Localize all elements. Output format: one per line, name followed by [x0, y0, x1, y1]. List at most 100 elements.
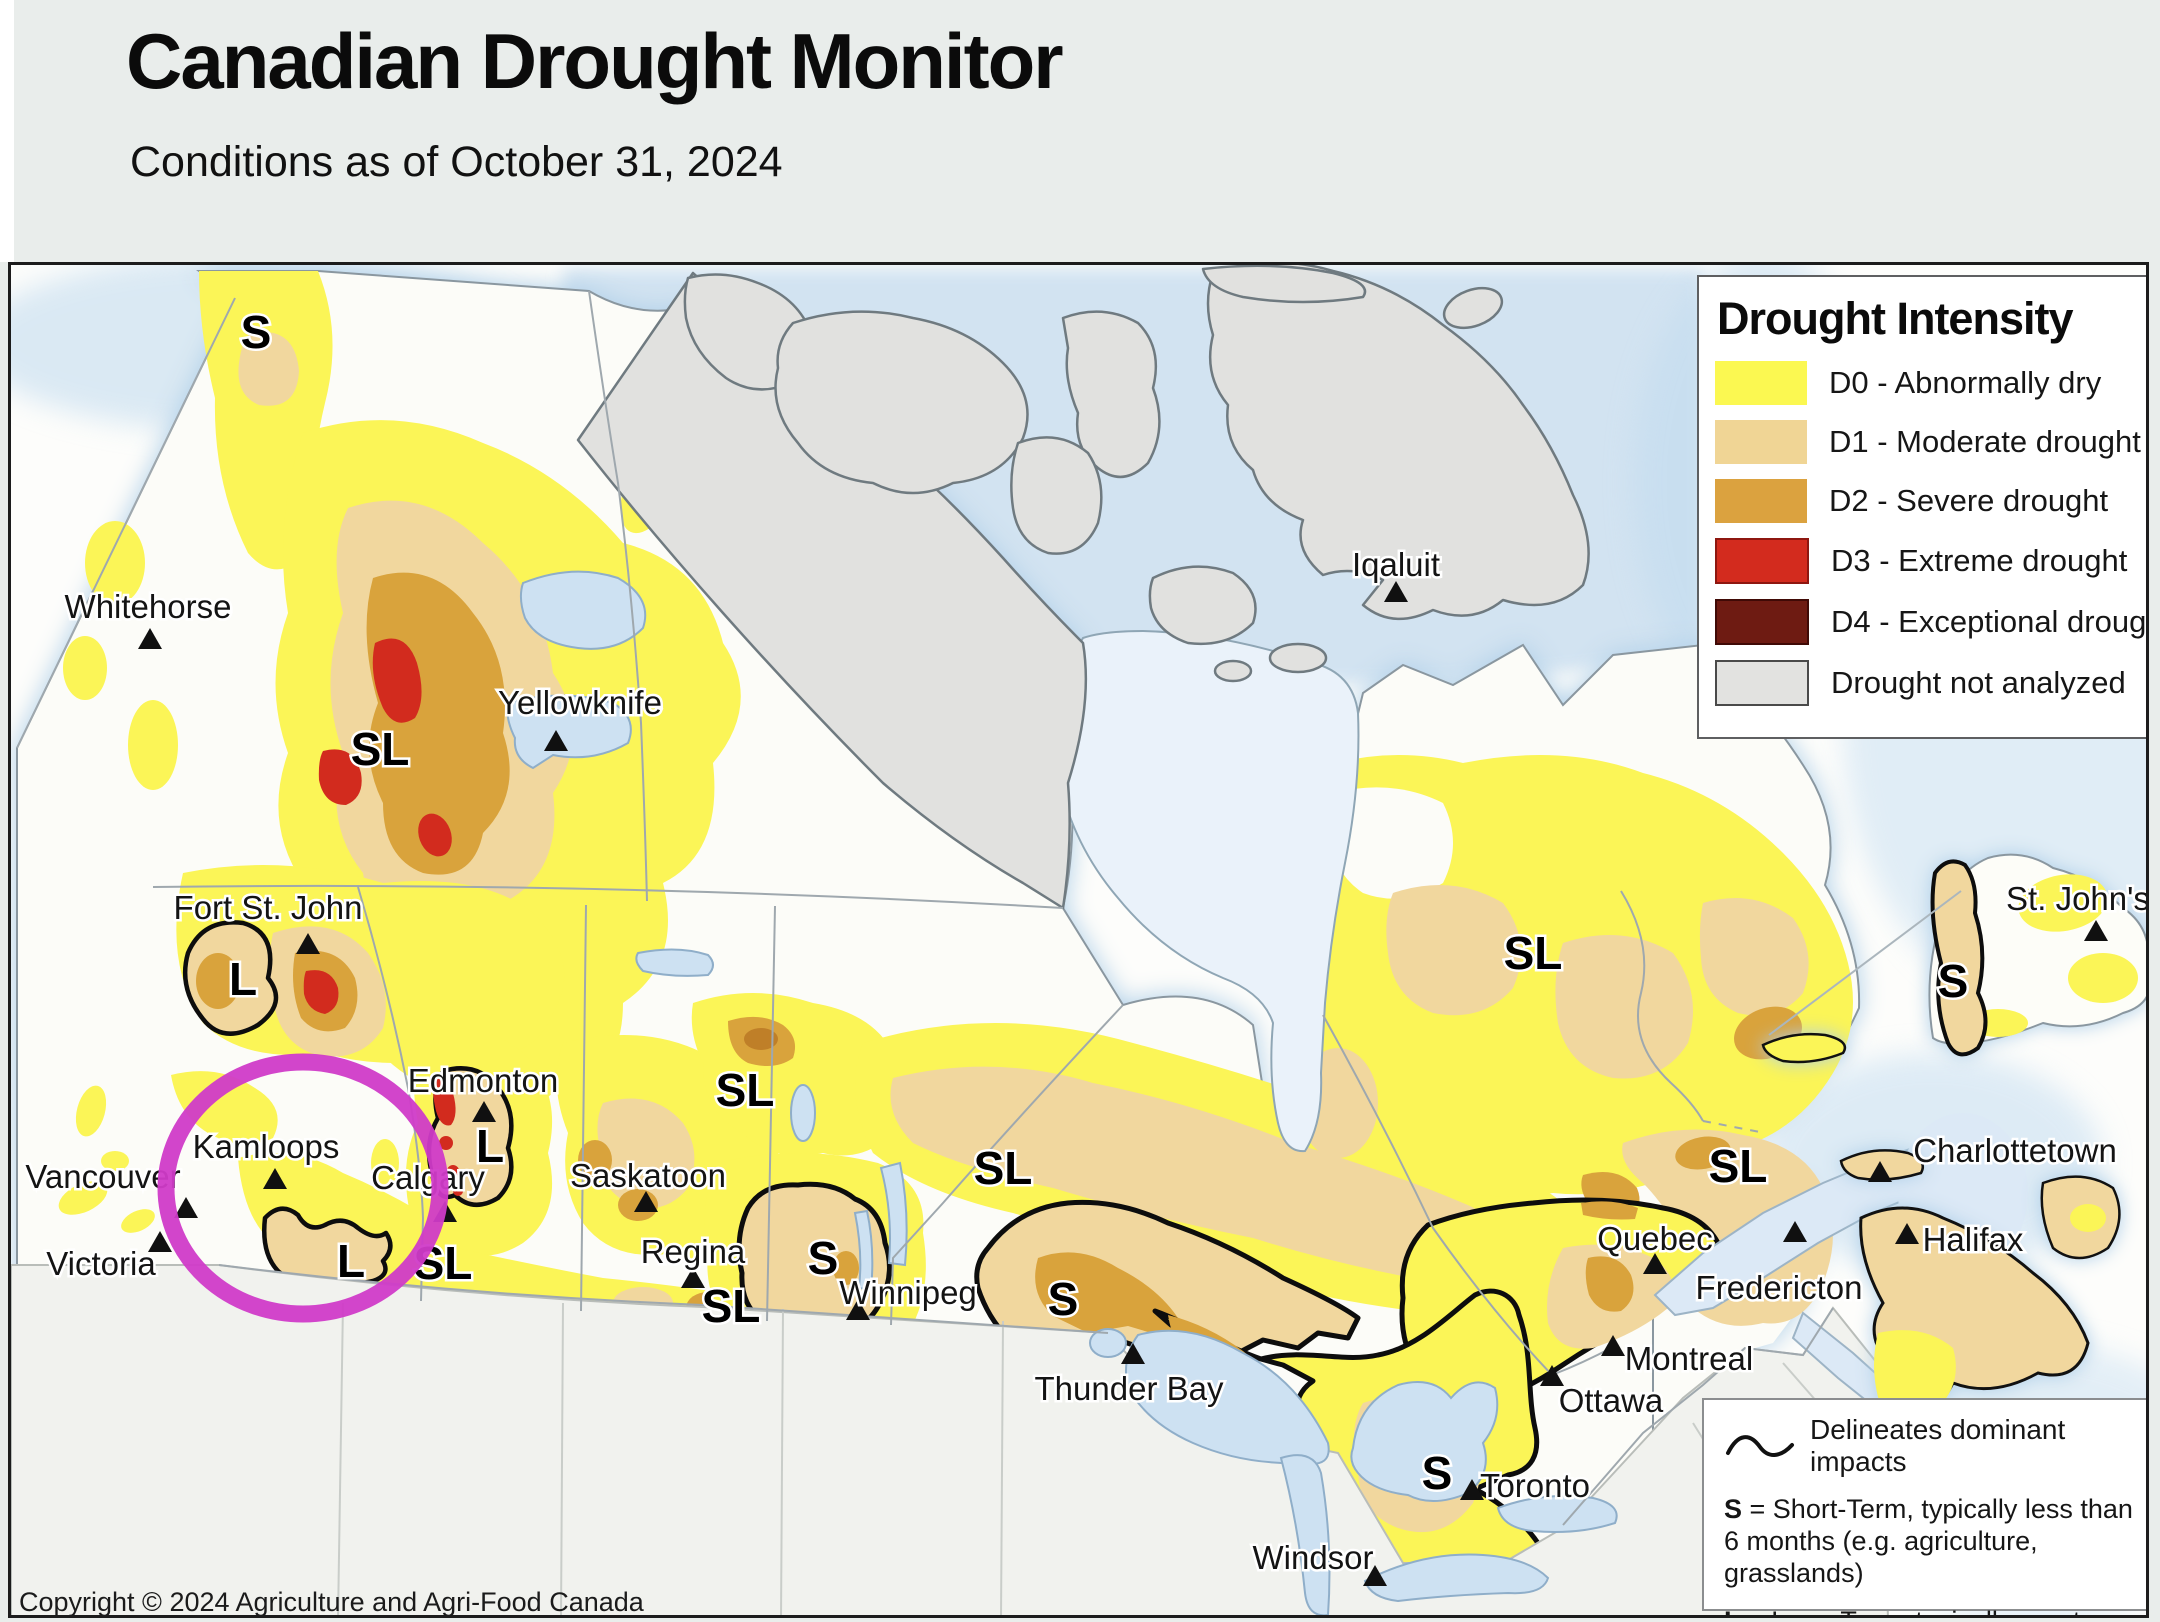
- impact-marker-thunder-bay: S: [1048, 1273, 1079, 1325]
- sixtieth-parallel: [152, 884, 1064, 909]
- region-gaspe-d1: [1622, 1129, 1833, 1326]
- region-sbc-d0-c: [371, 1139, 399, 1187]
- southampton-island: [1148, 565, 1257, 645]
- lake-michigan: [1279, 1454, 1331, 1615]
- ne-us-border: [1562, 1307, 1834, 1526]
- region-nwt-d3-c: [418, 813, 452, 857]
- small-island-b: [1213, 659, 1253, 683]
- legend-item-d3: D3 - Extreme drought: [1715, 538, 2146, 584]
- anticosti-island: [1761, 1032, 1847, 1064]
- water-bodies: [506, 570, 2028, 1615]
- legend-label-d1: D1 - Moderate drought: [1829, 424, 2141, 459]
- copyright-text: Copyright © 2024 Agriculture and Agri-Fo…: [19, 1587, 644, 1617]
- yukon-nwt-border: [588, 290, 648, 902]
- region-vani-d0-a: [58, 1181, 108, 1215]
- gulf-boundary-line: [1768, 890, 1962, 1036]
- great-bear-lake: [519, 570, 647, 650]
- saskatoon-marker: [634, 1191, 658, 1212]
- lake-of-the-woods: [1089, 1328, 1127, 1358]
- city-label-windsor: Windsor: [1252, 1539, 1373, 1576]
- impact-marker-gaspe: SL: [1709, 1140, 1768, 1192]
- region-edm-d3-dot3: [453, 1186, 463, 1196]
- melville-peninsula: [1010, 436, 1103, 555]
- city-label-vancouver: Vancouver: [25, 1158, 180, 1195]
- page-title: Canadian Drought Monitor: [126, 17, 1064, 105]
- city-label-iqaluit: Iqaluit: [1352, 546, 1440, 583]
- fort-st-john-marker: [296, 933, 320, 954]
- halifax-marker: [1895, 1223, 1919, 1244]
- city-labels: Whitehorse Yellowknife Fort St. John Kam…: [23, 544, 2146, 1579]
- montreal-marker: [1601, 1335, 1625, 1356]
- legend-label-d0: D0 - Abnormally dry: [1829, 365, 2102, 400]
- nl-d0-a: [2018, 874, 2108, 932]
- short-term-definition: S = Short-Term, typically less than 6 mon…: [1724, 1494, 2139, 1590]
- city-label-calgary: Calgary: [371, 1159, 485, 1196]
- regina-marker: [681, 1267, 705, 1288]
- impact-marker-labels: S SL L L L SL SL SL S SL S S SL SL S: [226, 304, 1970, 1502]
- lake-huron: [1350, 1381, 1499, 1503]
- short-term-line2: 6 months (e.g. agriculture, grasslands): [1724, 1525, 2038, 1588]
- squiggle-icon: [1726, 1435, 1794, 1457]
- legend-label-d2: D2 - Severe drought: [1829, 483, 2109, 518]
- vancouver-marker: [174, 1197, 198, 1218]
- lake-winnipeg: [879, 1161, 908, 1267]
- region-stl-d2-b: [1581, 1201, 1638, 1220]
- whitehorse-marker: [138, 628, 162, 649]
- impact-marker-manitoba: S: [808, 1232, 839, 1284]
- city-label-kamloops: Kamloops: [193, 1128, 340, 1165]
- legend-item-d4: D4 - Exceptional drought: [1715, 599, 2149, 645]
- not-analyzed-region: [576, 265, 1590, 910]
- us-state-lines: [337, 1302, 1854, 1615]
- lake-erie: [1363, 1553, 1550, 1603]
- impact-marker-edmonton: L: [476, 1120, 504, 1172]
- st-johns-marker: [2084, 920, 2108, 941]
- impact-marker-quebec: SL: [1504, 927, 1563, 979]
- political-borders: [16, 290, 1962, 1526]
- region-tb-d2: [1035, 1252, 1178, 1338]
- region-cbc-d2: [196, 953, 240, 1009]
- victoria-island: [774, 310, 1029, 495]
- region-nesask-d2-core: [744, 1028, 778, 1050]
- region-vani-d0-b: [121, 1209, 155, 1233]
- great-slave-lake: [506, 694, 632, 770]
- page-subtitle: Conditions as of October 31, 2024: [130, 138, 783, 186]
- city-label-victoria: Victoria: [46, 1245, 156, 1282]
- city-label-st-johns: St. John's: [2006, 880, 2146, 917]
- legend-swatch-d1: [1715, 420, 1807, 464]
- impact-region-nl-west: [1930, 859, 1988, 1057]
- long-term-line1: = Long-Term, typically greater than: [1724, 1606, 2104, 1615]
- legend-swatch-d3: [1715, 538, 1809, 584]
- drought-map-panel: Whitehorse Yellowknife Fort St. John Kam…: [8, 262, 2149, 1618]
- impact-marker-central-bc: L: [229, 953, 257, 1005]
- bc-ab-border: [357, 886, 425, 1302]
- region-non-d1: [890, 1066, 1505, 1283]
- lake-winnipegosis: [853, 1209, 874, 1292]
- impact-marker-north-on: SL: [974, 1142, 1033, 1194]
- drought-intensity-legend: Drought Intensity D0 - Abnormally dry D1…: [1697, 275, 2149, 739]
- reindeer-lake: [790, 1084, 816, 1142]
- edmonton-marker: [472, 1101, 496, 1122]
- nl-d0-b: [2068, 953, 2138, 1003]
- impact-marker-south-bc: L: [337, 1235, 365, 1287]
- region-nwt-d3-a: [372, 638, 422, 723]
- legend-item-d2: D2 - Severe drought: [1715, 479, 2146, 523]
- city-label-toronto: Toronto: [1480, 1467, 1590, 1504]
- legend-label-d4: D4 - Exceptional drought: [1831, 604, 2149, 639]
- small-island-a: [1268, 642, 1328, 674]
- fredericton-marker: [1783, 1221, 1807, 1242]
- victoria-marker: [148, 1231, 172, 1252]
- mb-on-border: [890, 1004, 1124, 1326]
- impact-marker-central-sk: SL: [716, 1064, 775, 1116]
- city-label-fredericton: Fredericton: [1696, 1269, 1863, 1306]
- legend-item-d1: D1 - Moderate drought: [1715, 420, 2146, 464]
- lake-ontario: [1496, 1494, 1618, 1533]
- region-stl-d2-a: [1585, 1256, 1634, 1312]
- impact-region-manitoba: [736, 1181, 892, 1340]
- region-sbc-d0-a: [171, 1071, 278, 1145]
- impact-marker-south-sk: SL: [702, 1280, 761, 1332]
- alaska-border: [16, 297, 236, 749]
- sk-mb-border: [766, 905, 776, 1322]
- region-qc-d1-c: [1699, 898, 1809, 1016]
- kamloops-marker: [263, 1168, 287, 1189]
- city-label-montreal: Montreal: [1625, 1340, 1753, 1377]
